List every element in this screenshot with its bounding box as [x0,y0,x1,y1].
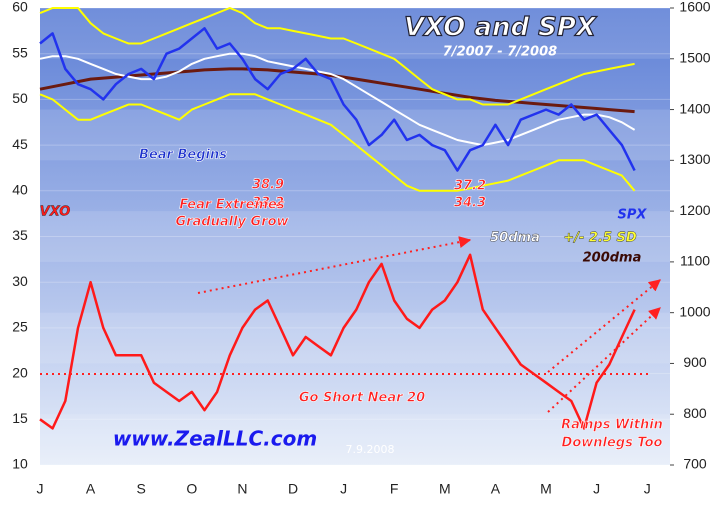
plot-band [40,211,670,262]
x-tick-label: S [137,481,146,497]
y-tick-label: 45 [12,136,28,152]
plot-background [40,8,670,465]
plot-band [40,312,670,364]
x-tick-label: M [540,481,552,497]
y2-tick-label: 1200 [679,202,710,218]
series-line [39,93,636,192]
annotation: 7.9.2008 [346,443,395,456]
x-tick-label: M [439,481,451,497]
annotation: www.ZealLLC.com [113,427,317,451]
y2-tick-label: 700 [683,456,707,472]
x-tick-label: O [186,481,197,497]
y2-tick-label: 1100 [680,253,710,269]
y-tick-label: 40 [12,182,28,198]
x-tick-label: J [644,481,651,497]
y2-tick-label: 1500 [679,49,710,65]
x-tick-label: J [593,481,600,497]
x-tick-label: J [37,481,44,497]
annotation: Ramps Within [561,418,663,433]
annotation: Fear Extremes [179,198,284,213]
annotation: Downlegs Too [562,436,663,451]
y-tick-label: 15 [12,410,28,426]
y2-tick-label: 1300 [679,151,710,167]
annotation: Gradually Grow [175,215,289,230]
y-tick-label: 60 [12,0,28,15]
x-tick-label: D [288,481,298,497]
annotation: 38.9 [252,178,284,193]
annotation: Go Short Near 20 [299,391,425,406]
y-tick-label: 55 [12,44,28,60]
trend-line [547,307,661,413]
legend-label: VXO [40,205,71,220]
chart-subtitle: 7/2007 - 7/2008 [443,45,557,60]
x-tick-label: A [491,481,501,497]
legend-label: SPX [618,208,648,223]
y-tick-label: 30 [12,273,28,289]
legend-label: +/- 2.5 SD [563,231,636,246]
series-line [39,253,636,430]
y2-tick-label: 1400 [679,100,710,116]
plot-band [40,8,670,59]
series-line [39,52,636,147]
trend-line [547,279,661,373]
legend-label: 200dma [583,251,642,266]
y2-tick-label: 800 [683,405,707,421]
y2-tick-label: 1000 [679,303,710,319]
annotation: 37.2 [454,179,486,194]
y-tick-label: 10 [12,456,28,472]
x-tick-label: N [237,481,247,497]
x-tick-label: J [340,481,347,497]
x-tick-label: F [390,481,399,497]
y-tick-label: 20 [12,364,28,380]
annotation: 34.3 [454,196,486,211]
y-tick-label: 35 [12,227,28,243]
trend-line [197,236,472,294]
series-line [39,7,635,106]
y2-tick-label: 900 [683,354,707,370]
y-tick-label: 25 [12,319,28,335]
annotation: 33.2 [252,196,284,211]
legend-label: 50dma [490,231,540,246]
series-line [39,27,636,172]
y-tick-label: 50 [12,90,28,106]
plot-band [40,414,670,465]
annotation: Bear Begins [139,148,227,163]
x-tick-label: A [86,481,96,497]
y2-tick-label: 1600 [679,0,710,15]
chart-title: VXO and SPX [404,13,598,43]
